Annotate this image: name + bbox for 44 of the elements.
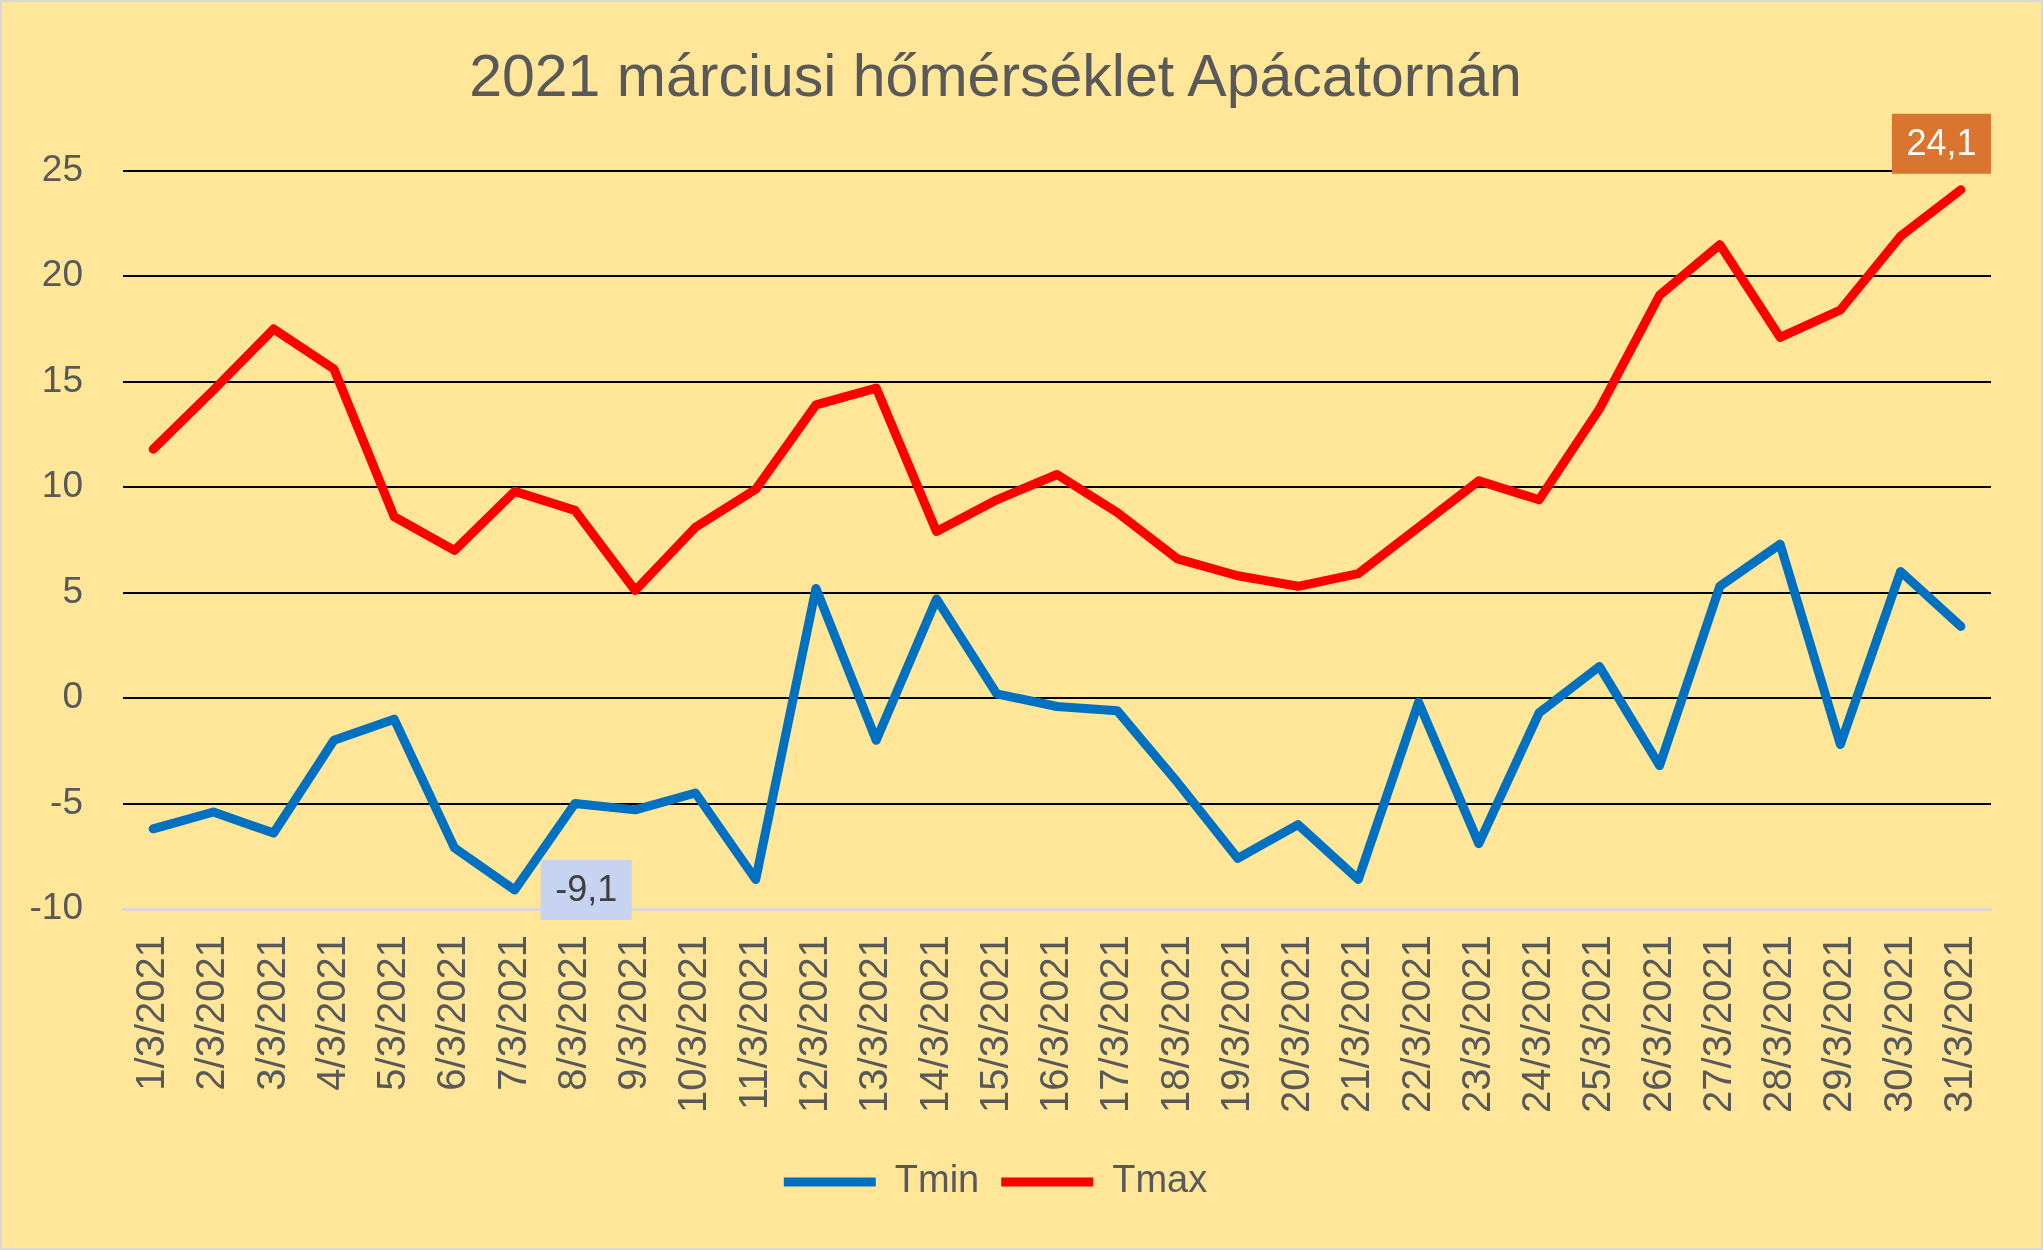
y-tick-label: 0 [62, 675, 83, 717]
x-tick-label: 30/3/2021 [1875, 935, 1920, 1113]
x-tick-label: 9/3/2021 [610, 935, 655, 1091]
legend-label: Tmin [894, 1158, 980, 1201]
x-tick-label: 7/3/2021 [489, 935, 534, 1091]
legend-label: Tmax [1112, 1158, 1208, 1201]
x-tick-label: 26/3/2021 [1634, 935, 1679, 1113]
x-tick-label: 19/3/2021 [1212, 935, 1257, 1113]
x-tick-label: 25/3/2021 [1574, 935, 1619, 1113]
x-tick-label: 24/3/2021 [1514, 935, 1559, 1113]
x-tick-label: 28/3/2021 [1755, 935, 1800, 1113]
x-tick-label: 29/3/2021 [1815, 935, 1860, 1113]
y-tick-label: -10 [29, 886, 83, 928]
x-tick-label: 6/3/2021 [429, 935, 474, 1091]
y-tick-label: 20 [41, 253, 83, 295]
x-tick-label: 2/3/2021 [188, 935, 233, 1091]
x-tick-label: 10/3/2021 [670, 935, 715, 1113]
x-tick-label: 5/3/2021 [369, 935, 414, 1091]
x-tick-label: 27/3/2021 [1694, 935, 1739, 1113]
x-tick-label: 22/3/2021 [1393, 935, 1438, 1113]
x-tick-label: 3/3/2021 [248, 935, 293, 1091]
x-tick-label: 17/3/2021 [1092, 935, 1137, 1113]
y-tick-label: 25 [41, 148, 83, 189]
x-tick-label: 15/3/2021 [971, 935, 1016, 1113]
x-tick-label: 16/3/2021 [1032, 935, 1077, 1113]
x-tick-label: 20/3/2021 [1273, 935, 1318, 1113]
y-tick-label: 5 [62, 569, 83, 611]
x-tick-label: 14/3/2021 [911, 935, 956, 1113]
x-tick-label: 21/3/2021 [1333, 935, 1378, 1113]
x-tick-label: 31/3/2021 [1935, 935, 1980, 1113]
x-tick-label: 18/3/2021 [1152, 935, 1197, 1113]
data-label: -9,1 [555, 867, 618, 909]
x-tick-label: 12/3/2021 [791, 935, 835, 1113]
x-tick-label: 13/3/2021 [851, 935, 896, 1113]
y-tick-label: -5 [50, 780, 83, 822]
y-tick-label: 10 [41, 464, 83, 506]
x-tick-label: 23/3/2021 [1453, 935, 1498, 1113]
x-tick-label: 4/3/2021 [308, 935, 353, 1091]
chart-title: 2021 márciusi hőmérséklet Apácatornán [469, 42, 1522, 109]
y-tick-label: 15 [41, 358, 83, 400]
x-tick-label: 1/3/2021 [128, 935, 173, 1091]
x-tick-label: 11/3/2021 [730, 935, 775, 1110]
x-tick-label: 8/3/2021 [549, 935, 594, 1091]
data-label: 24,1 [1906, 121, 1977, 163]
